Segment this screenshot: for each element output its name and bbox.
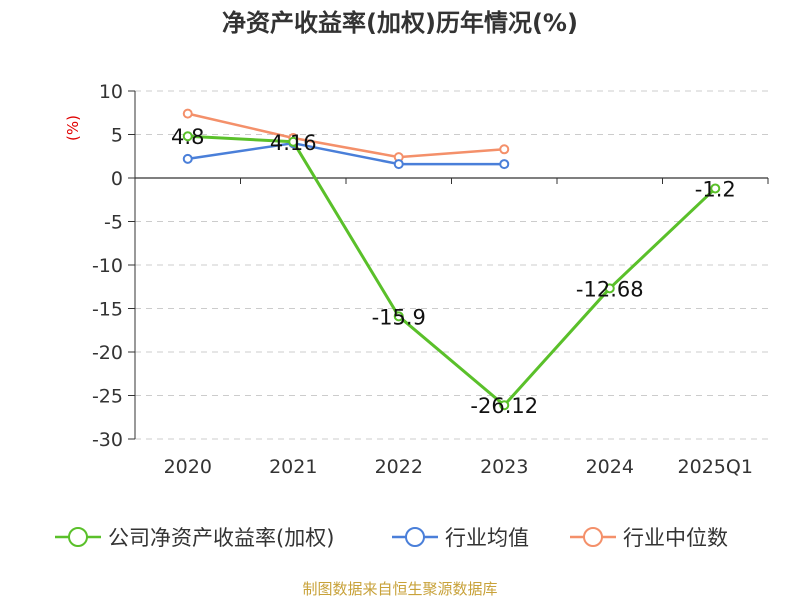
- data-point: [393, 311, 404, 322]
- data-label: -1.2: [695, 177, 736, 201]
- data-point: [710, 183, 721, 194]
- data-label: -26.12: [470, 394, 538, 418]
- series-line: [187, 141, 505, 166]
- y-tick-label: -10: [92, 255, 123, 277]
- x-tick-label: 2025Q1: [678, 456, 753, 478]
- data-point: [604, 283, 615, 294]
- data-point: [182, 108, 193, 119]
- axes: 10 5 0 -5 -10 -15 -20 -25 -30 2020 2021 2022 2023 202…: [92, 81, 769, 478]
- legend-label: 行业均值: [445, 526, 529, 550]
- data-point: [288, 136, 299, 147]
- legend: 公司净资产收益率(加权) 行业均值 行业中位数: [55, 526, 728, 550]
- x-tick-label: 2020: [164, 456, 212, 478]
- chart-title: 净资产收益率(加权)历年情况(%): [222, 9, 578, 37]
- legend-label: 行业中位数: [623, 526, 728, 550]
- data-point: [499, 400, 510, 411]
- data-point: [182, 131, 193, 142]
- y-tick-label: -25: [92, 386, 123, 408]
- data-label: 4.16: [270, 131, 317, 155]
- y-tick-label: -5: [104, 212, 123, 234]
- series-line: [187, 112, 505, 159]
- x-tick-label: 2022: [375, 456, 423, 478]
- y-tick-label: -15: [92, 299, 123, 321]
- data-point: [499, 159, 510, 170]
- data-labels: 4.8 4.16 -15.9 -26.12 -12.68 -1.2: [171, 125, 736, 418]
- grid: [135, 90, 768, 440]
- data-point: [393, 159, 404, 170]
- data-point: [499, 144, 510, 155]
- series-line: [187, 134, 717, 407]
- series-layer: [182, 108, 721, 411]
- legend-marker: [68, 527, 88, 547]
- legend-label: 公司净资产收益率(加权): [108, 526, 334, 550]
- data-point: [182, 153, 193, 164]
- y-tick-label: 5: [111, 125, 123, 147]
- data-label: -12.68: [576, 277, 644, 301]
- x-tick-label: 2021: [269, 456, 317, 478]
- legend-marker: [405, 527, 425, 547]
- y-tick-label: 0: [111, 168, 123, 190]
- y-tick-label: 10: [99, 81, 123, 103]
- y-axis-unit: (%): [64, 115, 82, 141]
- y-tick-label: -20: [92, 342, 123, 364]
- data-label: -15.9: [372, 305, 426, 329]
- source-note: 制图数据来自恒生聚源数据库: [302, 580, 497, 598]
- x-tick-label: 2024: [586, 456, 634, 478]
- y-tick-label: -30: [92, 429, 123, 451]
- x-tick-label: 2023: [480, 456, 528, 478]
- legend-marker: [583, 527, 603, 547]
- data-label: 4.8: [171, 125, 204, 149]
